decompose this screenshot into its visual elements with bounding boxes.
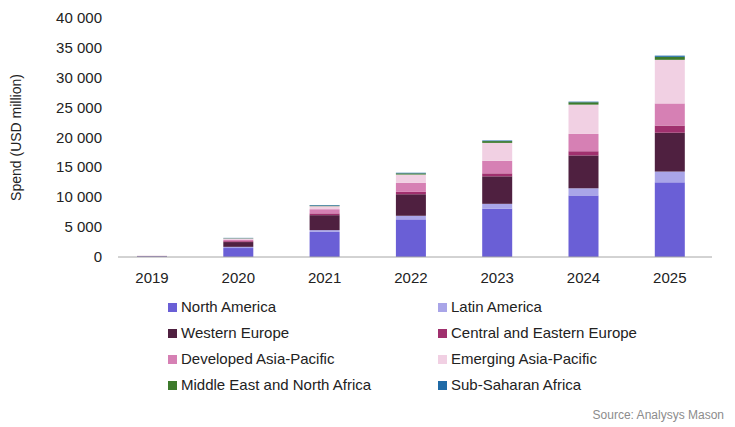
bar-segment: [482, 176, 512, 203]
x-tick-label: 2019: [135, 269, 168, 286]
legend-swatch: [168, 381, 177, 390]
bar-segment: [655, 182, 685, 257]
bar-segment: [223, 240, 253, 241]
bar-segment: [396, 192, 426, 194]
x-tick-label: 2021: [308, 269, 341, 286]
bar-segment: [310, 209, 340, 213]
y-tick-label: 15 000: [56, 158, 102, 175]
bar-segment: [569, 105, 599, 134]
y-tick-label: 20 000: [56, 129, 102, 146]
bars: [137, 56, 685, 257]
bar-segment: [482, 204, 512, 209]
bar-segment: [223, 247, 253, 248]
legend-label: Central and Eastern Europe: [451, 324, 637, 341]
bar-segment: [655, 60, 685, 104]
bar-segment: [310, 205, 340, 207]
bar-segment: [310, 205, 340, 207]
bar-segment: [137, 255, 167, 256]
legend-swatch: [438, 355, 447, 364]
bar-segment: [482, 140, 512, 142]
y-tick-label: 35 000: [56, 39, 102, 56]
y-tick-label: 5 000: [64, 218, 102, 235]
bar-segment: [655, 57, 685, 60]
bar-segment: [569, 151, 599, 155]
bar-segment: [310, 206, 340, 209]
legend-label: Latin America: [451, 298, 543, 315]
legend-swatch: [168, 355, 177, 364]
legend-label: Western Europe: [181, 324, 289, 341]
bar-segment: [482, 173, 512, 176]
bar-segment: [396, 183, 426, 192]
y-axis-label: Spend (USD million): [8, 74, 24, 201]
bar-segment: [569, 102, 599, 104]
x-tick-label: 2022: [394, 269, 427, 286]
bar-segment: [310, 215, 340, 230]
legend-label: Emerging Asia-Pacific: [451, 350, 597, 367]
bar-segment: [223, 248, 253, 257]
bar-segment: [223, 238, 253, 239]
legend-swatch: [438, 303, 447, 312]
bar-segment: [223, 241, 253, 243]
legend-swatch: [438, 381, 447, 390]
bar-segment: [310, 232, 340, 257]
chart: 0 5 000 10 000 15 000 20 000 25 000 30 000 35 0…: [0, 0, 735, 427]
bar-segment: [655, 126, 685, 133]
bar-segment: [482, 141, 512, 143]
bar-segment: [482, 209, 512, 257]
source-note: Source: Analysys Mason: [593, 408, 724, 422]
bar-segment: [655, 56, 685, 57]
legend-label: North America: [181, 298, 277, 315]
x-tick-label: 2024: [567, 269, 600, 286]
y-tick-label: 0: [94, 248, 102, 265]
bar-segment: [396, 216, 426, 220]
y-tick-label: 30 000: [56, 69, 102, 86]
bar-segment: [569, 188, 599, 195]
bar-segment: [137, 255, 167, 256]
legend-label: Middle East and North Africa: [181, 376, 372, 393]
bar-segment: [655, 103, 685, 125]
bar-segment: [310, 213, 340, 215]
bar-segment: [396, 173, 426, 174]
legend-swatch: [168, 303, 177, 312]
bar-segment: [310, 230, 340, 232]
bar-segment: [137, 255, 167, 256]
bar-segment: [223, 238, 253, 239]
bar-segment: [223, 242, 253, 247]
bar-segment: [137, 255, 167, 256]
bar-segment: [655, 133, 685, 172]
x-tick-label: 2020: [222, 269, 255, 286]
bar-segment: [223, 237, 253, 238]
bar-segment: [396, 194, 426, 216]
legend-label: Sub-Saharan Africa: [451, 376, 582, 393]
x-tick-label: 2025: [653, 269, 686, 286]
bar-segment: [569, 134, 599, 151]
bar-segment: [396, 175, 426, 183]
bar-segment: [569, 155, 599, 188]
bar-segment: [569, 101, 599, 103]
bar-segment: [396, 172, 426, 174]
y-tick-label: 10 000: [56, 188, 102, 205]
legend-swatch: [168, 329, 177, 338]
legend-label: Developed Asia-Pacific: [181, 350, 335, 367]
y-tick-label: 25 000: [56, 99, 102, 116]
x-tick-label: 2023: [481, 269, 514, 286]
bar-segment: [569, 195, 599, 257]
bar-segment: [137, 256, 167, 257]
x-axis-line: [118, 257, 712, 258]
bar-segment: [396, 219, 426, 257]
bar-segment: [482, 143, 512, 161]
bar-segment: [482, 161, 512, 174]
bar-segment: [655, 172, 685, 183]
legend-swatch: [438, 329, 447, 338]
y-tick-label: 40 000: [56, 9, 102, 26]
